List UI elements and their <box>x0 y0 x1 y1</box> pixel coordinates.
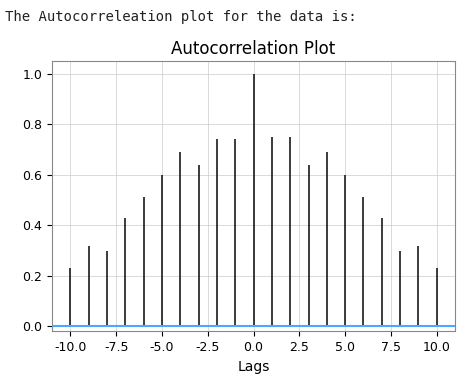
Title: Autocorrelation Plot: Autocorrelation Plot <box>172 40 336 58</box>
Text: The Autocorreleation plot for the data is:: The Autocorreleation plot for the data i… <box>5 10 356 24</box>
X-axis label: Lags: Lags <box>237 360 270 374</box>
